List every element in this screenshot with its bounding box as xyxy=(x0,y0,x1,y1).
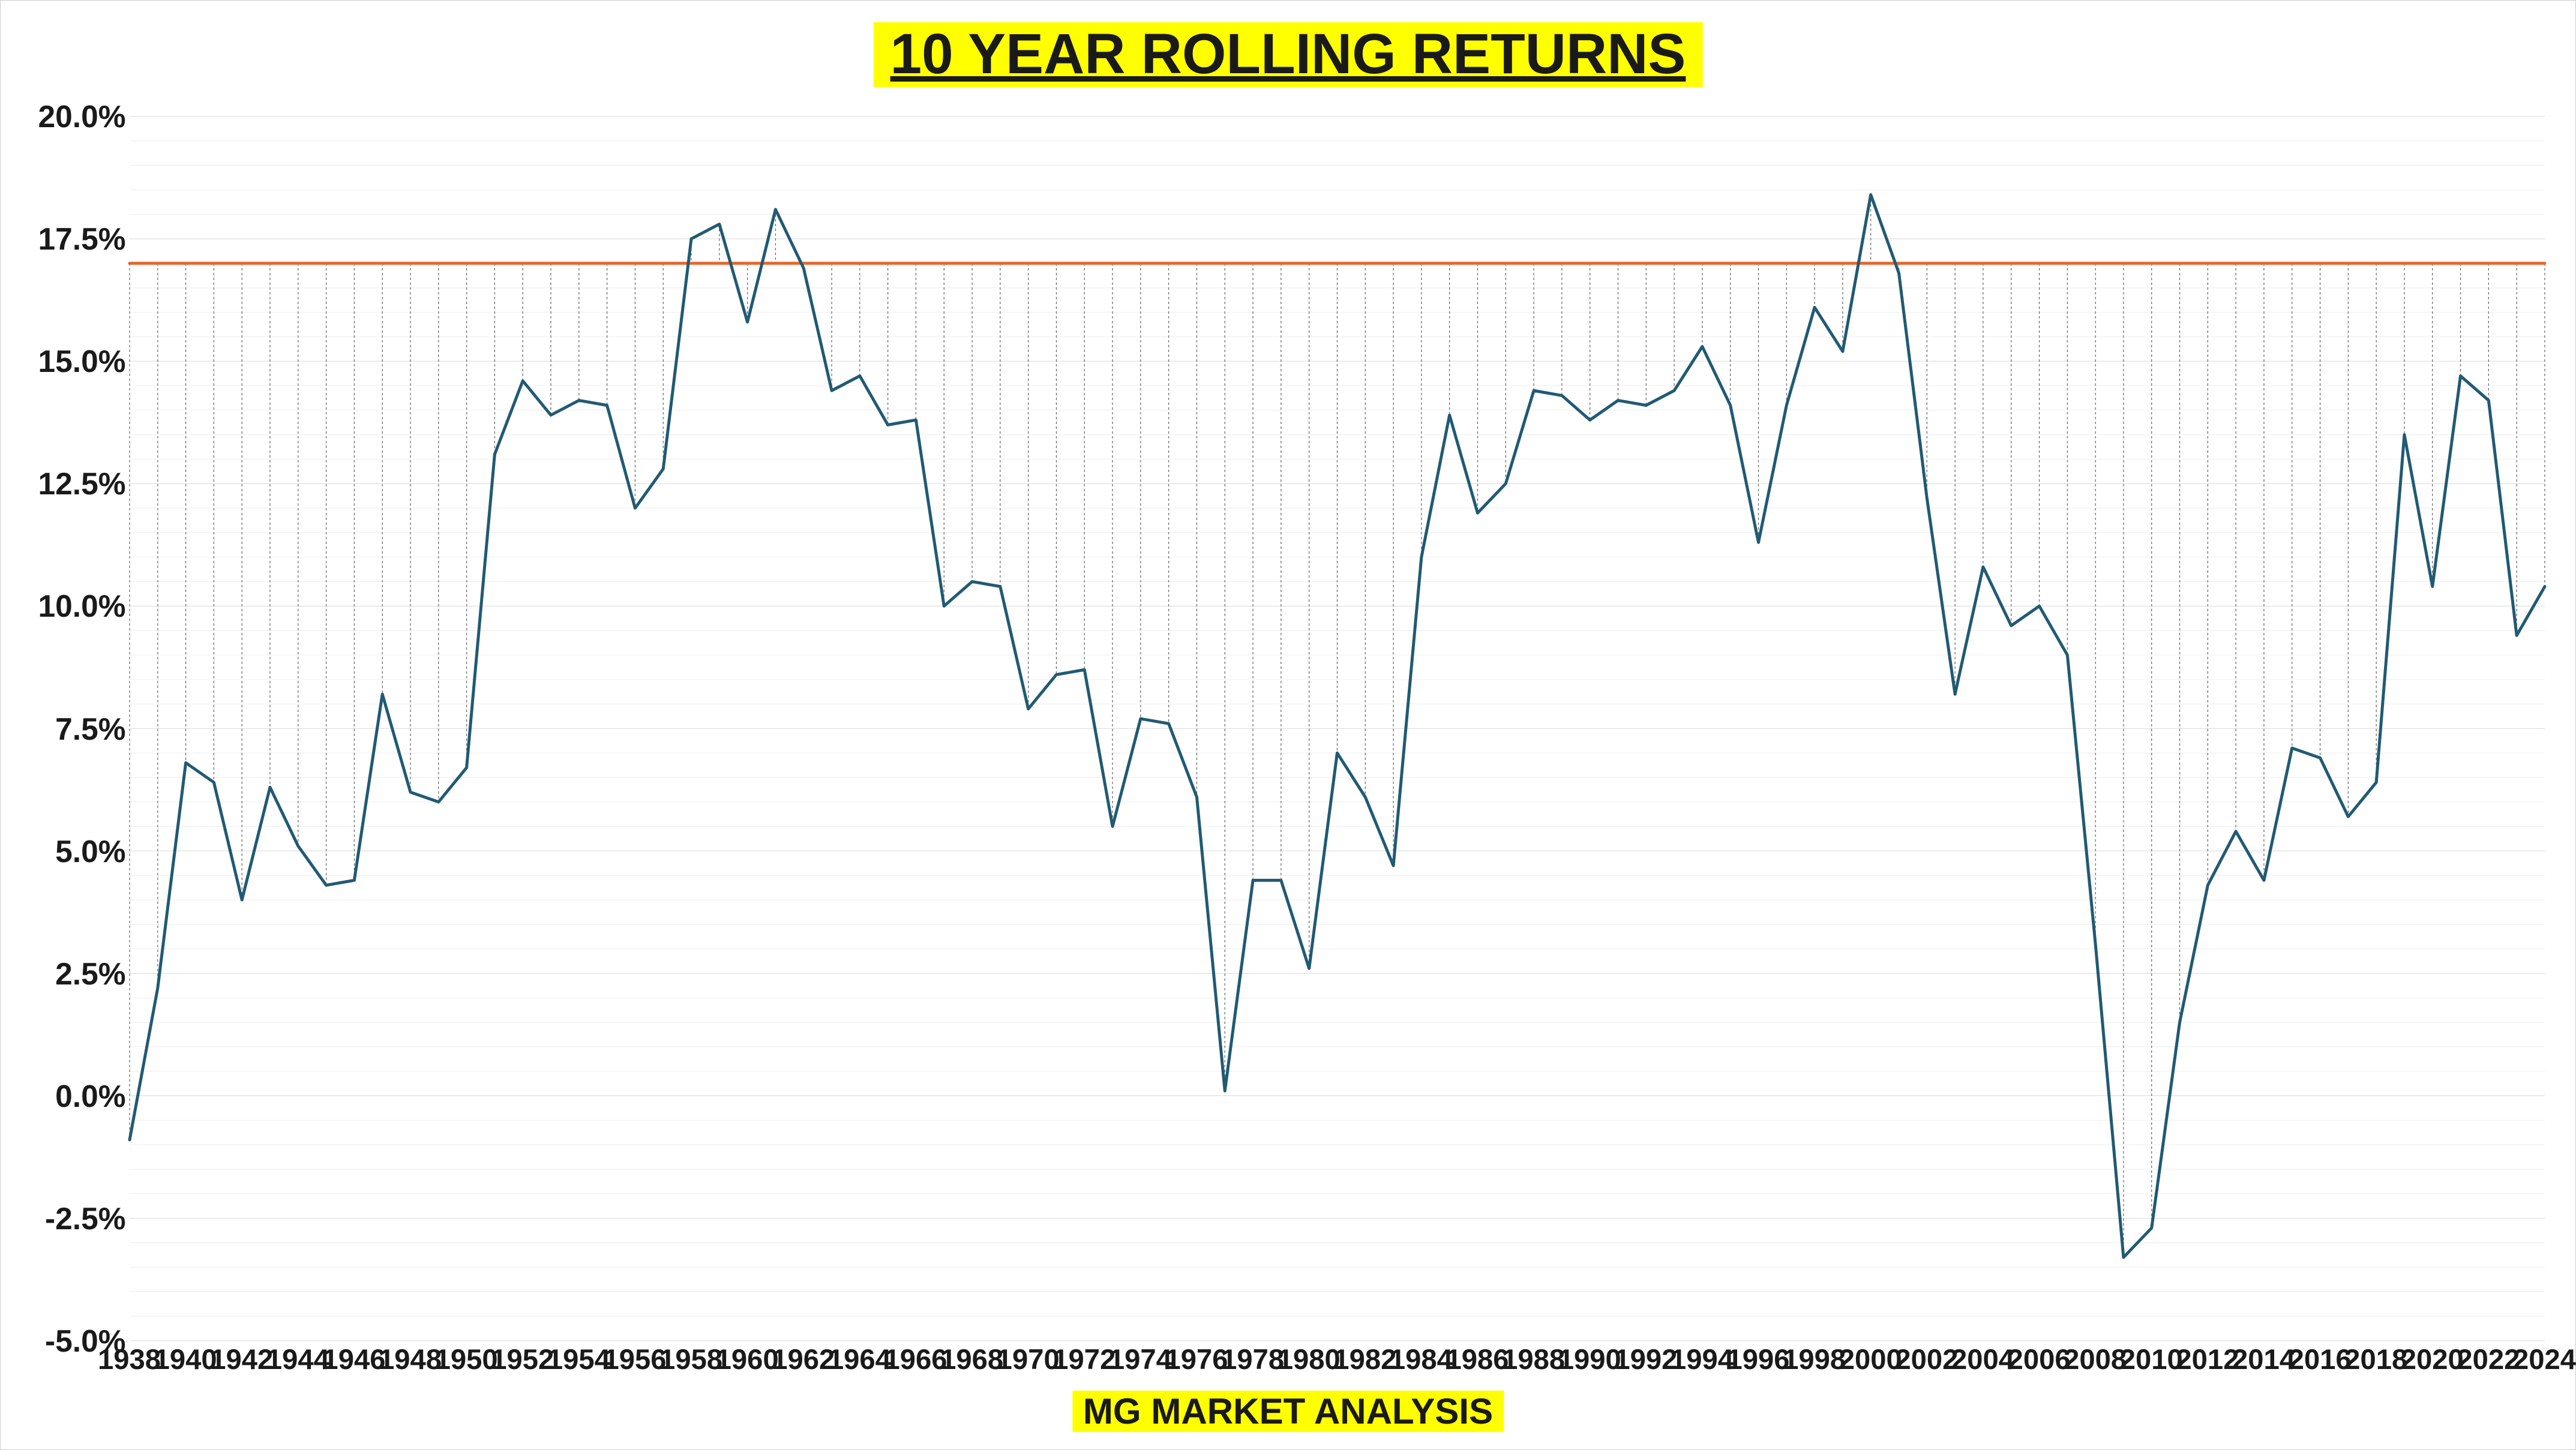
x-tick-label: 1956 xyxy=(603,1341,666,1376)
x-tick-label: 1946 xyxy=(322,1341,385,1376)
x-tick-label: 2008 xyxy=(2064,1341,2127,1376)
x-tick-label: 1960 xyxy=(716,1341,779,1376)
x-tick-label: 2018 xyxy=(2344,1341,2407,1376)
y-tick-label: 17.5% xyxy=(38,221,130,257)
x-tick-label: 1964 xyxy=(828,1341,891,1376)
x-tick-label: 2014 xyxy=(2232,1341,2295,1376)
x-tick-label: 1970 xyxy=(997,1341,1060,1376)
x-tick-label: 1944 xyxy=(266,1341,329,1376)
plot-area: -5.0%-2.5%0.0%2.5%5.0%7.5%10.0%12.5%15.0… xyxy=(130,116,2545,1341)
x-tick-label: 1984 xyxy=(1390,1341,1453,1376)
x-tick-label: 1938 xyxy=(98,1341,161,1376)
x-tick-label: 1986 xyxy=(1446,1341,1509,1376)
y-tick-label: 7.5% xyxy=(55,711,129,747)
x-tick-label: 2020 xyxy=(2401,1341,2464,1376)
x-tick-label: 1940 xyxy=(154,1341,217,1376)
chart-title: 10 YEAR ROLLING RETURNS xyxy=(873,22,1702,87)
y-tick-label: 20.0% xyxy=(38,98,130,134)
y-tick-label: 2.5% xyxy=(55,956,129,992)
x-tick-label: 2010 xyxy=(2120,1341,2183,1376)
x-tick-label: 2000 xyxy=(1839,1341,1902,1376)
y-tick-label: 15.0% xyxy=(38,343,130,379)
x-tick-label: 1994 xyxy=(1671,1341,1734,1376)
x-tick-label: 1962 xyxy=(772,1341,835,1376)
y-tick-label: 5.0% xyxy=(55,833,129,869)
x-tick-label: 1988 xyxy=(1502,1341,1565,1376)
x-tick-label: 2004 xyxy=(1951,1341,2014,1376)
y-tick-label: -2.5% xyxy=(45,1200,130,1236)
x-tick-label: 2006 xyxy=(2008,1341,2071,1376)
x-tick-label: 1952 xyxy=(491,1341,554,1376)
chart-footer: MG MARKET ANALYSIS xyxy=(1072,1391,1504,1432)
x-tick-label: 1948 xyxy=(379,1341,442,1376)
x-tick-label: 1974 xyxy=(1109,1341,1172,1376)
x-tick-label: 1990 xyxy=(1558,1341,1621,1376)
y-tick-label: 12.5% xyxy=(38,466,130,502)
x-tick-label: 1992 xyxy=(1614,1341,1677,1376)
x-tick-label: 1976 xyxy=(1165,1341,1228,1376)
x-tick-label: 1978 xyxy=(1221,1341,1284,1376)
x-tick-label: 1972 xyxy=(1052,1341,1115,1376)
x-tick-label: 1942 xyxy=(210,1341,273,1376)
x-tick-label: 1966 xyxy=(884,1341,947,1376)
x-tick-label: 2012 xyxy=(2176,1341,2239,1376)
x-tick-label: 1996 xyxy=(1727,1341,1790,1376)
y-tick-label: 10.0% xyxy=(38,588,130,624)
x-tick-label: 1950 xyxy=(435,1341,498,1376)
chart-container: 10 YEAR ROLLING RETURNS -5.0%-2.5%0.0%2.… xyxy=(0,0,2576,1450)
x-tick-label: 2024 xyxy=(2513,1341,2576,1376)
x-tick-label: 1982 xyxy=(1333,1341,1396,1376)
x-tick-label: 1954 xyxy=(547,1341,610,1376)
x-tick-label: 1968 xyxy=(940,1341,1003,1376)
y-tick-label: 0.0% xyxy=(55,1078,129,1114)
x-tick-label: 2016 xyxy=(2289,1341,2352,1376)
x-axis-labels: 1938194019421944194619481950195219541956… xyxy=(130,116,2545,1341)
x-tick-label: 2002 xyxy=(1895,1341,1958,1376)
x-tick-label: 1998 xyxy=(1783,1341,1846,1376)
x-tick-label: 2022 xyxy=(2457,1341,2520,1376)
x-tick-label: 1980 xyxy=(1277,1341,1341,1376)
x-tick-label: 1958 xyxy=(659,1341,722,1376)
